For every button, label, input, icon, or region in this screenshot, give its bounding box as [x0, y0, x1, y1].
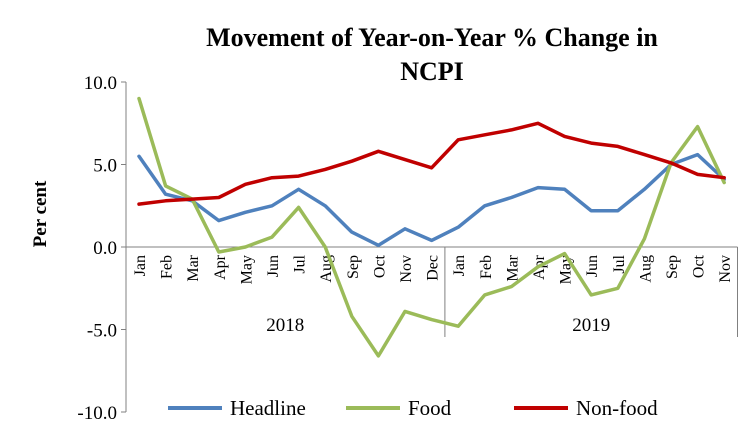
axes: 10.0 5.0 0.0 -5.0 -10.0 Jan Feb Mar Apr May Jun Jul… — [77, 73, 738, 424]
y-tick-label: 0.0 — [93, 238, 117, 259]
year-group-label: 2018 — [266, 315, 304, 336]
y-tick-label: 5.0 — [93, 156, 117, 177]
y-axis-label: Per cent — [30, 180, 51, 247]
x-tick-label: Feb — [159, 255, 176, 279]
x-tick-label: Feb — [478, 255, 495, 279]
x-tick-label: Oct — [691, 254, 708, 278]
x-tick-label: Jul — [611, 254, 628, 273]
x-tick-label: Mar — [185, 254, 202, 281]
x-tick-label: Jan — [451, 255, 468, 276]
x-tick-label: Jun — [584, 255, 601, 277]
series-line-headline — [137, 152, 726, 248]
x-tick-label: Jun — [265, 255, 282, 277]
y-tick-label: -10.0 — [77, 403, 117, 424]
series-line-non-food — [137, 121, 726, 206]
legend-label-food: Food — [408, 396, 452, 420]
series-line-food — [137, 96, 726, 358]
x-tick-label: Aug — [637, 255, 654, 283]
x-tick-label: Sep — [345, 255, 362, 279]
y-tick-label: -5.0 — [87, 321, 117, 342]
legend-label-headline: Headline — [230, 396, 306, 420]
x-tick-label: May — [238, 255, 255, 284]
x-tick-label: Nov — [717, 255, 734, 283]
chart-title-line-1: Movement of Year-on-Year % Change in — [206, 23, 658, 52]
year-group-label: 2019 — [572, 315, 610, 336]
legend: Headline Food Non-food — [168, 396, 658, 420]
legend-label-non-food: Non-food — [576, 396, 658, 420]
x-tick-label: Oct — [371, 254, 388, 278]
series-layer — [137, 96, 726, 358]
x-tick-label: Sep — [664, 255, 681, 279]
x-tick-label: Nov — [398, 255, 415, 283]
x-tick-label: May — [558, 255, 575, 284]
x-tick-label: Mar — [504, 254, 521, 281]
x-tick-label: Jan — [132, 255, 149, 276]
x-tick-label: Jul — [292, 254, 309, 273]
y-tick-label: 10.0 — [84, 73, 117, 94]
x-tick-label: Dec — [425, 255, 442, 281]
x-tick-label: Apr — [212, 254, 229, 280]
chart-title-line-2: NCPI — [400, 57, 464, 86]
